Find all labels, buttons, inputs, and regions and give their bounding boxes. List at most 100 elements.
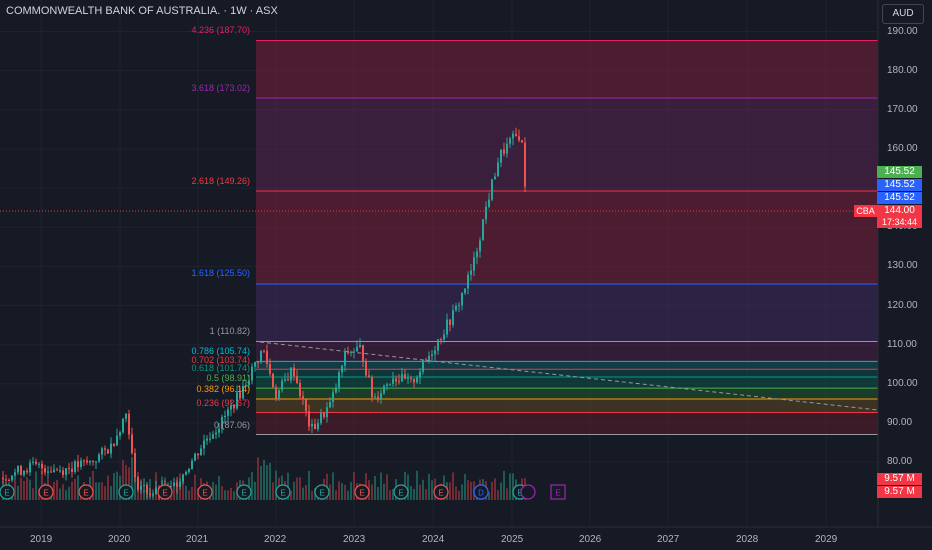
earnings-marker-icon[interactable]	[118, 484, 134, 500]
currency-button[interactable]: AUD	[882, 4, 924, 24]
volume-bar	[215, 484, 217, 500]
earnings-marker-icon[interactable]	[314, 484, 330, 500]
price-axis-tick: 100.00	[887, 377, 918, 389]
earnings-marker-icon[interactable]	[236, 484, 252, 500]
volume-bar	[380, 472, 382, 500]
earnings-marker-label: E	[280, 489, 285, 498]
candle	[26, 470, 28, 473]
candle	[446, 319, 448, 335]
candle	[113, 443, 115, 446]
fib-zone	[256, 40, 878, 98]
candle	[122, 418, 124, 433]
earnings-marker-label: E	[241, 489, 246, 498]
candle	[104, 448, 106, 450]
time-axis-tick: 2026	[579, 534, 602, 545]
volume-bar	[104, 486, 106, 500]
earnings-marker-icon[interactable]	[393, 484, 409, 500]
candle	[296, 376, 298, 383]
volume-bar	[455, 486, 457, 500]
time-axis-tick: 2028	[736, 534, 759, 545]
candle	[248, 380, 250, 386]
volume-bar	[293, 481, 295, 500]
candle	[473, 257, 475, 271]
candle	[245, 385, 247, 387]
price-axis-tick: 180.00	[887, 64, 918, 76]
candle	[491, 179, 493, 200]
candle	[404, 374, 406, 379]
bar-countdown: 17:34:44	[877, 217, 922, 228]
candle	[350, 351, 352, 353]
candle	[23, 470, 25, 475]
earnings-marker-icon[interactable]	[157, 484, 173, 500]
candle	[155, 487, 157, 495]
candle	[464, 288, 466, 294]
volume-bar	[110, 486, 112, 500]
candle	[317, 423, 319, 430]
volume-bar	[257, 457, 259, 500]
candle	[41, 463, 43, 469]
volume-bar	[53, 482, 55, 500]
candle	[125, 413, 127, 419]
earnings-marker-icon[interactable]	[0, 484, 15, 500]
candle	[311, 423, 313, 427]
fib-level-label: 0.236 (92.67)	[196, 398, 250, 408]
candle	[134, 453, 136, 478]
earnings-marker-icon[interactable]	[38, 484, 54, 500]
candle	[149, 493, 151, 496]
volume-bar	[422, 479, 424, 500]
candle	[53, 469, 55, 473]
future-earnings-icon[interactable]	[550, 484, 566, 500]
volume-bar	[353, 472, 355, 500]
candle	[341, 365, 343, 373]
volume-bar	[350, 481, 352, 500]
fib-zone	[256, 388, 878, 399]
volume-bar	[17, 485, 19, 500]
volume-bar	[20, 477, 22, 500]
volume-bar	[128, 467, 130, 500]
fib-zone	[256, 361, 878, 370]
price-axis-tick: 130.00	[887, 260, 918, 272]
earnings-marker-icon[interactable]	[433, 484, 449, 500]
price-axis-tick: 160.00	[887, 142, 918, 154]
upcoming-earnings-icon[interactable]	[520, 484, 536, 500]
candle	[335, 387, 337, 393]
candle	[68, 468, 70, 470]
time-axis-tick: 2022	[264, 534, 287, 545]
candle	[2, 477, 4, 480]
candle	[95, 461, 97, 463]
candle	[275, 387, 277, 400]
volume-bar	[335, 490, 337, 500]
earnings-marker-icon[interactable]	[78, 484, 94, 500]
volume-bar	[413, 489, 415, 500]
earnings-marker-icon[interactable]	[275, 484, 291, 500]
symbol-title: COMMONWEALTH BANK OF AUSTRALIA. · 1W · A…	[6, 5, 278, 17]
volume-bar	[410, 485, 412, 500]
candle	[314, 423, 316, 430]
fib-zone	[256, 97, 878, 191]
trend-line[interactable]	[259, 341, 879, 411]
volume-bar	[65, 490, 67, 500]
earnings-marker-icon[interactable]	[197, 484, 213, 500]
volume-bar	[494, 478, 496, 500]
earnings-marker-icon[interactable]	[354, 484, 370, 500]
earnings-marker-label: E	[398, 489, 403, 498]
volume-bar	[266, 465, 268, 500]
volume-bar	[98, 482, 100, 500]
candle	[92, 460, 94, 462]
volume-tag: 9.57 M	[877, 473, 922, 485]
earnings-marker-label: E	[83, 489, 88, 498]
dividend-marker-icon[interactable]	[473, 484, 489, 500]
fib-zone	[256, 190, 878, 285]
candle	[218, 428, 220, 433]
candle	[395, 378, 397, 382]
candle	[191, 460, 193, 470]
volume-bar	[221, 486, 223, 500]
candle	[269, 363, 271, 374]
volume-bar	[308, 470, 310, 500]
fib-level-label: 0 (87.06)	[213, 420, 250, 430]
candle	[185, 471, 187, 475]
volume-bar	[251, 472, 253, 500]
candle	[380, 393, 382, 399]
candle	[323, 412, 325, 418]
